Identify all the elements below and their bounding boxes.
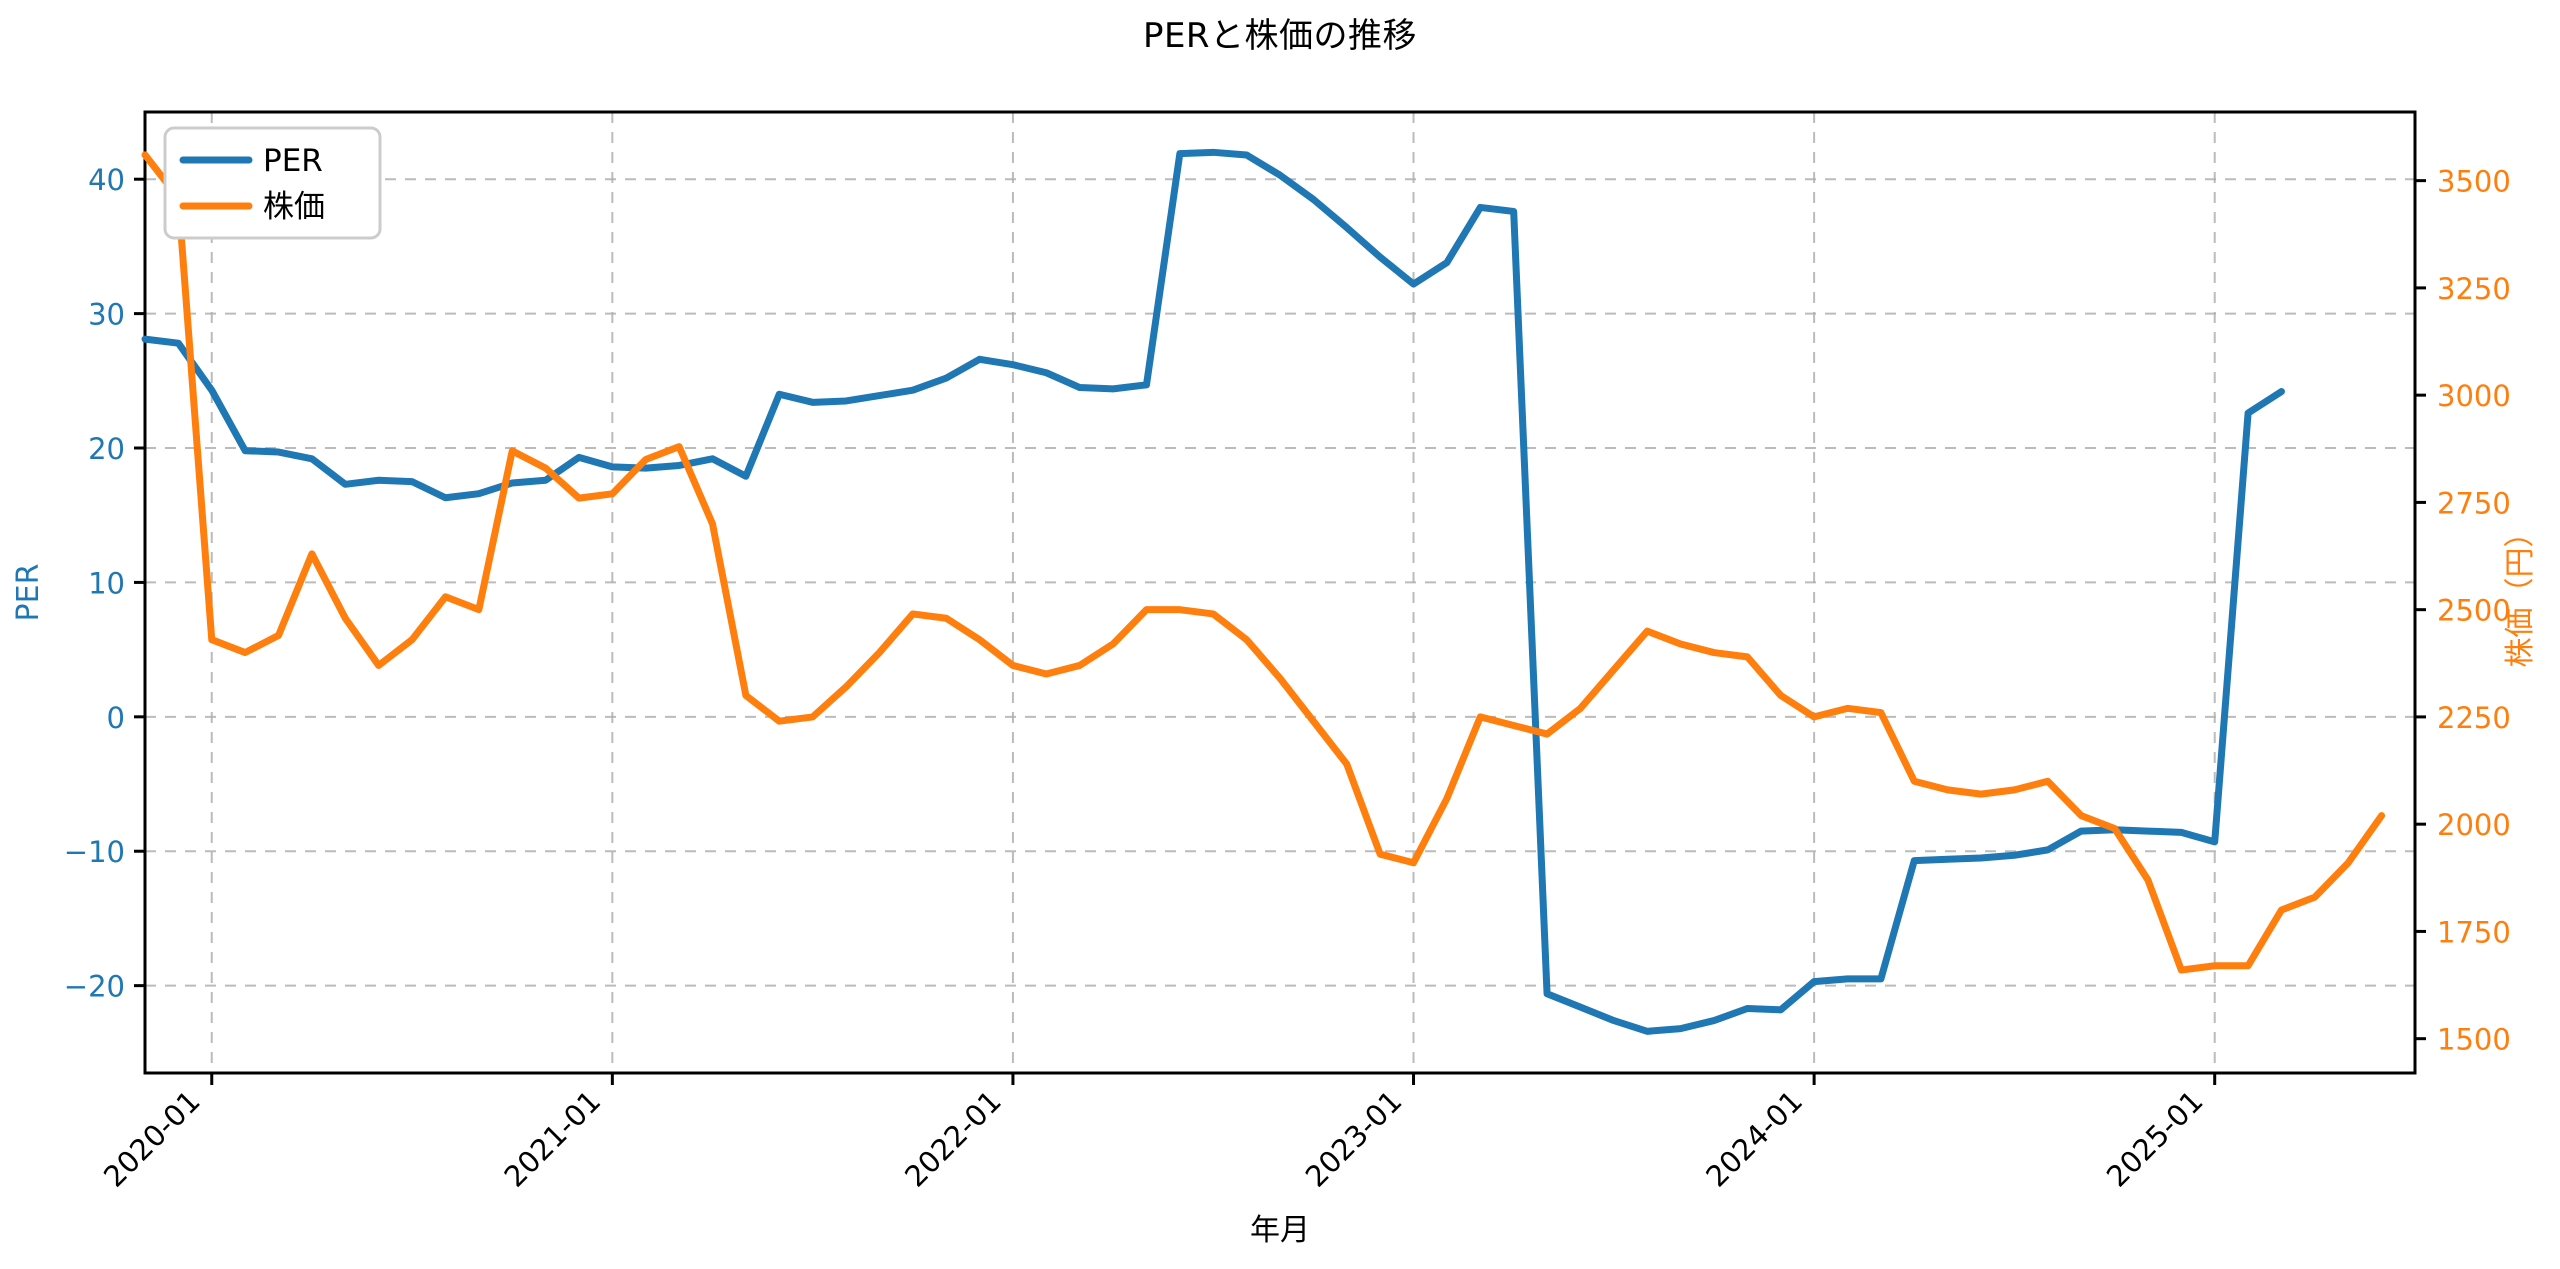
y-axis-right-tick-label: 2500 xyxy=(2437,594,2511,628)
gridlines-group xyxy=(145,112,2415,1073)
tick-labels-group: 40 30 20 10 0 −10 −20 3500 3250 3000 2750 2500 2250 2… xyxy=(64,163,2511,1193)
series-lines-group xyxy=(141,148,2386,1035)
series-line-kabuka xyxy=(141,151,2386,974)
y-axis-left-tick-label: −10 xyxy=(64,835,125,869)
legend-label: 株価 xyxy=(263,189,325,225)
plot-border xyxy=(143,110,2417,1075)
x-axis-tick-label: 2024-01 xyxy=(1699,1084,1809,1194)
y-axis-right-tick-label: 3500 xyxy=(2437,165,2511,199)
x-axis-tick-label: 2023-01 xyxy=(1299,1084,1409,1194)
axis-labels-group: PER 株価（円） 年月 xyxy=(11,518,2538,1249)
x-axis-tick-label: 2025-01 xyxy=(2100,1084,2210,1194)
x-axis-tick-label: 2022-01 xyxy=(898,1084,1008,1194)
y-axis-right-tick-label: 1750 xyxy=(2437,915,2511,949)
y-axis-right-tick-label: 1500 xyxy=(2437,1023,2511,1057)
y-axis-left-tick-label: −20 xyxy=(64,970,125,1004)
y-axis-right-tick-label: 2250 xyxy=(2437,701,2511,735)
y-axis-left-tick-label: 10 xyxy=(88,566,125,600)
y-axis-left-tick-label: 30 xyxy=(88,298,125,332)
y-axis-left-tick-label: 20 xyxy=(88,432,125,466)
chart-legend: PER 株価 xyxy=(163,126,382,240)
chart-title: PERと株価の推移 xyxy=(1142,16,1418,56)
y-axis-right-tick-label: 2750 xyxy=(2437,486,2511,520)
y-axis-left-tick-label: 0 xyxy=(107,701,125,735)
x-axis-tick-label: 2020-01 xyxy=(97,1084,207,1194)
y-axis-left-tick-label: 40 xyxy=(88,163,125,197)
x-axis-tick-label: 2021-01 xyxy=(498,1084,608,1194)
x-axis-label: 年月 xyxy=(1250,1213,1310,1248)
y-axis-right-tick-label: 3250 xyxy=(2437,272,2511,306)
y-axis-right-label: 株価（円） xyxy=(2503,518,2538,668)
y-axis-left-label: PER xyxy=(11,564,46,622)
y-axis-right-tick-label: 2000 xyxy=(2437,808,2511,842)
legend-box xyxy=(163,126,382,240)
y-axis-right-tick-label: 3000 xyxy=(2437,379,2511,413)
axes-frame xyxy=(143,110,2417,1075)
legend-label: PER xyxy=(263,143,323,179)
tickmarks-group xyxy=(134,177,2426,1085)
series-line-per xyxy=(141,148,2285,1035)
